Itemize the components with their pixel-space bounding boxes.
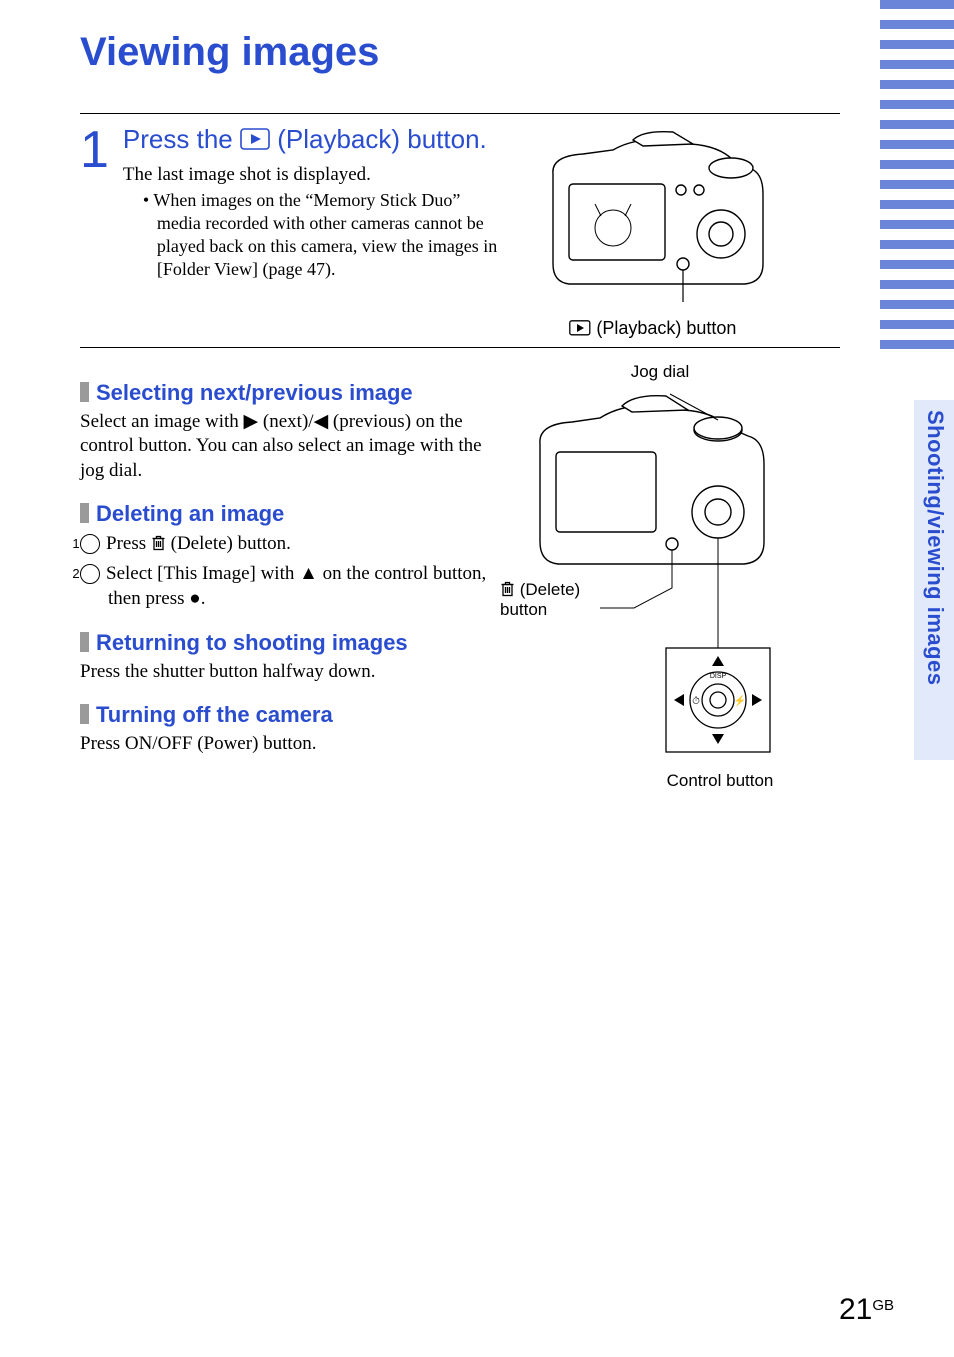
- circled-1-icon: 1: [80, 534, 100, 554]
- divider-top: [80, 113, 840, 114]
- jog-dial-label: Jog dial: [500, 362, 820, 382]
- trash-icon: [500, 580, 515, 599]
- svg-text:DISP: DISP: [710, 673, 727, 680]
- figure-playback-caption: (Playback) button: [513, 318, 793, 339]
- section-returning-heading: Returning to shooting images: [80, 630, 490, 656]
- camera-controls-illustration: DISP ⏱ ⚡: [500, 384, 820, 764]
- step-1-heading: Press the (Playback) button.: [123, 124, 503, 157]
- deleting-step-1: 1 Press (Delete) button.: [80, 531, 490, 557]
- section-selecting-heading: Selecting next/previous image: [80, 380, 490, 406]
- deleting-step-1-post: (Delete) button.: [166, 533, 291, 554]
- section-deleting-heading: Deleting an image: [80, 501, 490, 527]
- step-1-body: The last image shot is displayed.: [123, 163, 503, 187]
- page-number-suffix: GB: [872, 1297, 894, 1314]
- camera-back-illustration: [523, 124, 783, 314]
- figure-playback: (Playback) button: [513, 124, 793, 339]
- playback-icon: [569, 318, 591, 338]
- figure-playback-caption-text: (Playback) button: [591, 318, 736, 338]
- step-1-bullet: • When images on the “Memory Stick Duo” …: [133, 189, 503, 281]
- svg-text:⚡: ⚡: [734, 694, 746, 707]
- control-button-label: Control button: [620, 771, 820, 791]
- playback-icon: [240, 126, 270, 157]
- page-title: Viewing images: [80, 30, 860, 75]
- deleting-step-2-text: Select [This Image] with ▲ on the contro…: [106, 563, 486, 610]
- step-1: 1 Press the (Playback) button. The last …: [80, 124, 860, 339]
- circled-2-icon: 2: [80, 564, 100, 584]
- step-1-heading-pre: Press the: [123, 124, 240, 154]
- section-turning-off-heading: Turning off the camera: [80, 702, 490, 728]
- step-1-heading-post: (Playback) button.: [270, 124, 487, 154]
- page-number-value: 21: [839, 1293, 872, 1326]
- step-number: 1: [80, 130, 109, 172]
- deleting-step-2: 2 Select [This Image] with ▲ on the contr…: [80, 561, 490, 612]
- svg-text:⏱: ⏱: [692, 696, 700, 707]
- section-turning-off-body: Press ON/OFF (Power) button.: [80, 732, 490, 756]
- side-accent-bars: [880, 0, 954, 360]
- delete-button-label: (Delete)button: [500, 580, 580, 619]
- section-selecting-body: Select an image with ▶ (next)/◀ (previou…: [80, 410, 490, 483]
- trash-icon: [151, 533, 166, 554]
- page-number: 21GB: [839, 1293, 894, 1327]
- side-tab-label: Shooting/viewing images: [922, 410, 948, 686]
- section-returning-body: Press the shutter button halfway down.: [80, 660, 490, 684]
- divider-mid: [80, 347, 840, 348]
- figure-controls: Jog dial: [500, 362, 820, 791]
- delete-label-l2: button: [500, 600, 547, 619]
- deleting-step-1-pre: Press: [106, 533, 151, 554]
- delete-label-l1: (Delete): [515, 580, 580, 599]
